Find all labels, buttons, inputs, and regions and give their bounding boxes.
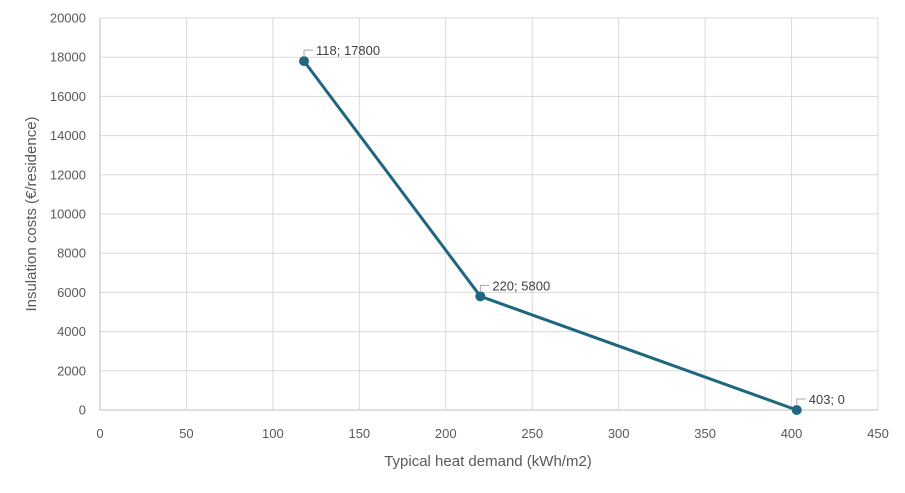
y-tick-label: 18000 [50, 50, 86, 65]
data-label-leader [479, 284, 490, 293]
x-tick-label: 100 [262, 426, 284, 441]
data-label: 118; 17800 [316, 43, 380, 58]
y-tick-label: 0 [79, 403, 86, 418]
y-tick-label: 16000 [50, 89, 86, 104]
data-labels: 118; 17800 220; 5800 403; 0 [303, 43, 845, 407]
x-tick-label: 300 [608, 426, 630, 441]
x-tick-label: 400 [781, 426, 803, 441]
data-label-leader [796, 398, 806, 406]
series [299, 56, 802, 415]
x-tick-label: 150 [348, 426, 370, 441]
y-tick-label: 4000 [57, 324, 86, 339]
y-axis-title: Insulation costs (€/residence) [23, 116, 40, 311]
x-tick-label: 350 [694, 426, 716, 441]
axes: 0200040006000800010000120001400016000180… [50, 11, 889, 442]
y-tick-label: 14000 [50, 128, 86, 143]
data-label-leader [303, 49, 314, 58]
x-axis-title: Typical heat demand (kWh/m2) [384, 453, 592, 470]
y-tick-label: 8000 [57, 246, 86, 261]
y-tick-label: 10000 [50, 207, 86, 222]
x-tick-label: 250 [521, 426, 543, 441]
y-tick-label: 12000 [50, 167, 86, 182]
x-tick-label: 0 [96, 426, 103, 441]
data-point[interactable] [475, 291, 486, 302]
data-label: 403; 0 [809, 392, 845, 407]
x-tick-label: 50 [179, 426, 193, 441]
grid [100, 17, 879, 410]
x-tick-label: 450 [867, 426, 889, 441]
data-point[interactable] [299, 56, 310, 67]
y-tick-label: 2000 [57, 363, 86, 378]
x-tick-label: 200 [435, 426, 457, 441]
series-line [302, 59, 799, 412]
data-point[interactable] [791, 405, 802, 415]
y-tick-label: 6000 [57, 285, 86, 300]
data-label: 220; 5800 [492, 278, 550, 293]
y-tick-label: 20000 [50, 11, 86, 26]
